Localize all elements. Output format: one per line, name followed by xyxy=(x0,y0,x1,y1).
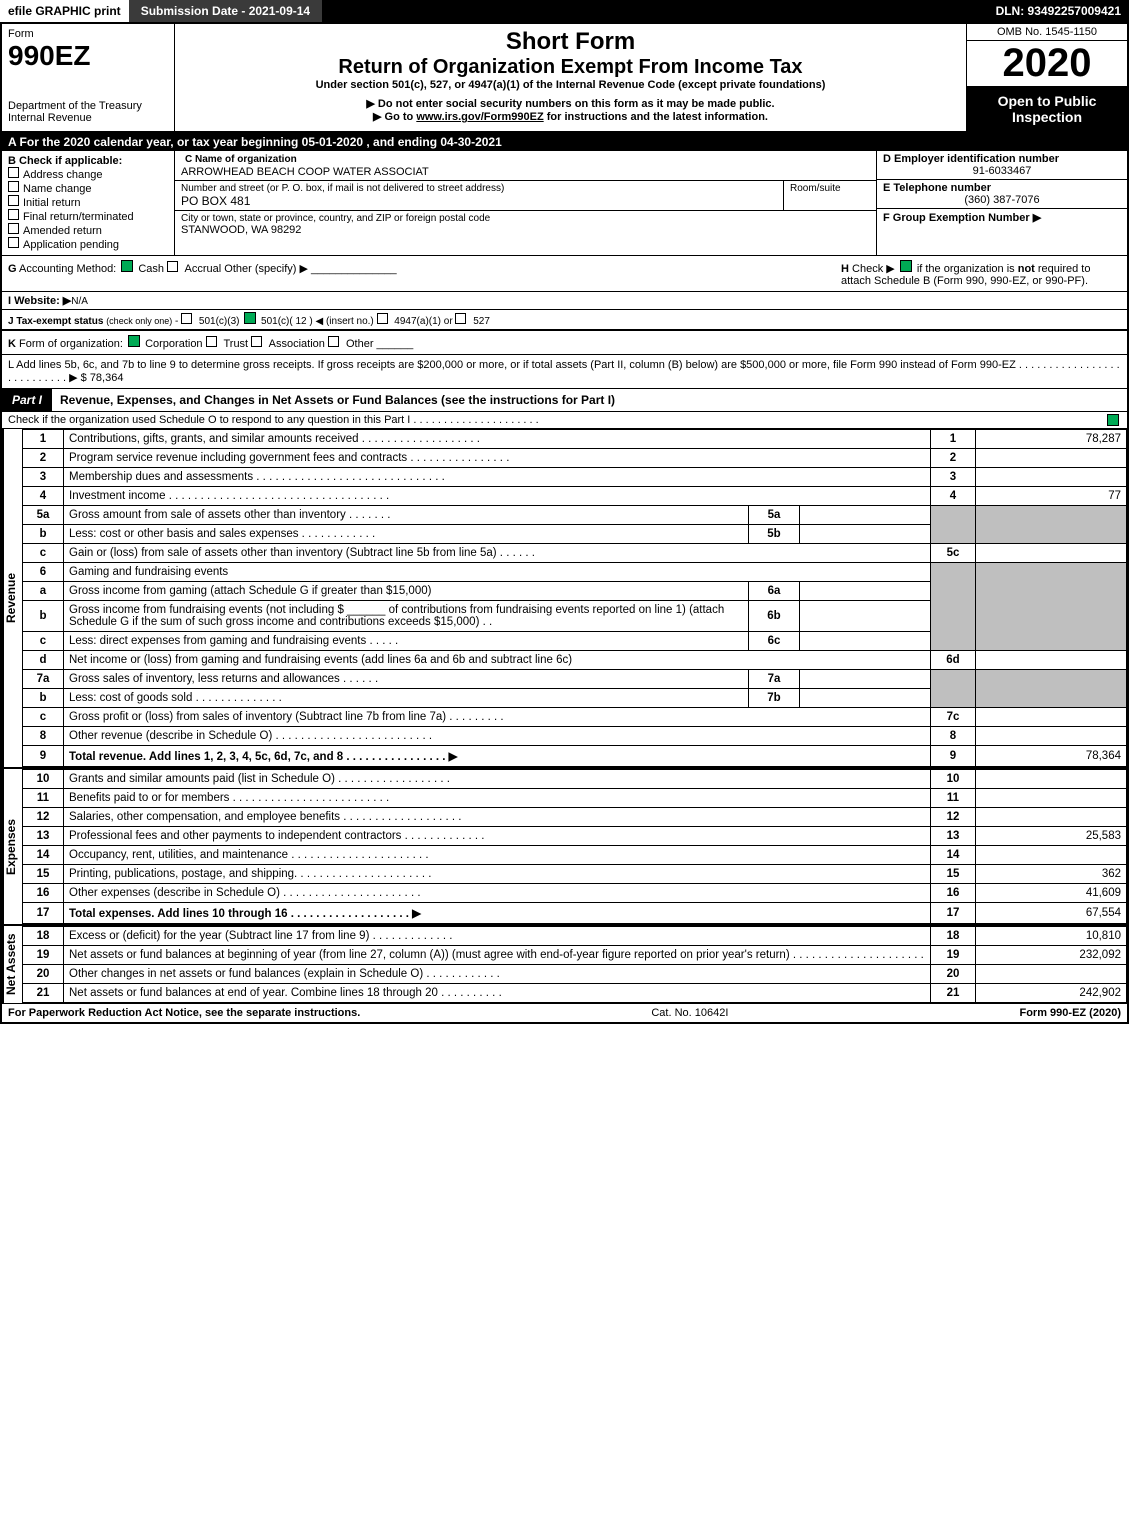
check-corp[interactable] xyxy=(128,335,140,347)
check-part1[interactable] xyxy=(1107,414,1119,426)
side-revenue: Revenue xyxy=(2,429,22,767)
check-501c[interactable] xyxy=(244,312,256,324)
part1-check: Check if the organization used Schedule … xyxy=(2,412,1127,429)
city-label: City or town, state or province, country… xyxy=(181,213,870,224)
h-check: H Check ▶ if the organization is not req… xyxy=(841,260,1121,287)
side-netassets: Net Assets xyxy=(2,926,22,1003)
netassets-table: 18Excess or (deficit) for the year (Subt… xyxy=(22,926,1127,1003)
footer: For Paperwork Reduction Act Notice, see … xyxy=(2,1003,1127,1022)
expenses-table: 10Grants and similar amounts paid (list … xyxy=(22,769,1127,924)
check-address[interactable] xyxy=(8,167,19,178)
lbl-initial: Initial return xyxy=(23,197,80,209)
i-label: I Website: ▶ xyxy=(8,295,71,307)
lbl-amended: Amended return xyxy=(23,225,102,237)
f-group-label: F Group Exemption Number ▶ xyxy=(883,211,1121,224)
do-not-enter: ▶ Do not enter social security numbers o… xyxy=(179,97,962,110)
submission-date: Submission Date - 2021-09-14 xyxy=(129,0,322,22)
dept-line1: Department of the Treasury xyxy=(8,100,168,112)
org-name: ARROWHEAD BEACH COOP WATER ASSOCIAT xyxy=(181,166,429,178)
check-amended[interactable] xyxy=(8,223,19,234)
irs-link[interactable]: www.irs.gov/Form990EZ xyxy=(416,111,543,123)
form-word: Form xyxy=(8,28,168,40)
return-title: Return of Organization Exempt From Incom… xyxy=(179,56,962,79)
org-address: PO BOX 481 xyxy=(181,194,777,208)
goto-post: for instructions and the latest informat… xyxy=(544,111,768,123)
k-form-org: K Form of organization: Corporation Trus… xyxy=(2,331,1127,355)
side-expenses: Expenses xyxy=(2,769,22,924)
goto-line: ▶ Go to www.irs.gov/Form990EZ for instru… xyxy=(179,110,962,123)
dln: DLN: 93492257009421 xyxy=(988,0,1129,22)
revenue-table: 1Contributions, gifts, grants, and simil… xyxy=(22,429,1127,767)
part1-tab: Part I xyxy=(2,389,52,411)
part1-header: Part I Revenue, Expenses, and Changes in… xyxy=(2,389,1127,412)
open-public: Open to Public Inspection xyxy=(967,87,1127,131)
c-label: C Name of organization xyxy=(181,153,301,166)
l-add-lines: L Add lines 5b, 6c, and 7b to line 9 to … xyxy=(2,355,1127,389)
j-tax-status: J Tax-exempt status (check only one) - 5… xyxy=(2,310,1127,331)
addr-label: Number and street (or P. O. box, if mail… xyxy=(181,183,777,194)
lbl-final: Final return/terminated xyxy=(23,211,134,223)
lbl-name: Name change xyxy=(23,183,92,195)
omb-no: OMB No. 1545-1150 xyxy=(967,24,1127,41)
top-bar: efile GRAPHIC print Submission Date - 20… xyxy=(0,0,1129,22)
website-val: N/A xyxy=(71,296,88,307)
check-name[interactable] xyxy=(8,181,19,192)
part1-title: Revenue, Expenses, and Changes in Net As… xyxy=(52,389,1127,411)
footer-cat: Cat. No. 10642I xyxy=(651,1007,728,1019)
website-row: I Website: ▶N/A xyxy=(2,292,1127,310)
footer-right: Form 990-EZ (2020) xyxy=(1019,1007,1121,1019)
check-initial[interactable] xyxy=(8,195,19,206)
row-a-period: A For the 2020 calendar year, or tax yea… xyxy=(2,133,1127,151)
efile-print[interactable]: efile GRAPHIC print xyxy=(0,0,129,22)
room-suite: Room/suite xyxy=(784,181,876,210)
col-b-checks: B Check if applicable: Address change Na… xyxy=(2,151,175,255)
check-pending[interactable] xyxy=(8,237,19,248)
footer-left: For Paperwork Reduction Act Notice, see … xyxy=(8,1007,360,1019)
form-header: Form 990EZ Department of the Treasury In… xyxy=(2,24,1127,133)
org-city: STANWOOD, WA 98292 xyxy=(181,224,870,236)
check-cash[interactable] xyxy=(121,260,133,272)
ein: 91-6033467 xyxy=(883,165,1121,177)
check-h[interactable] xyxy=(900,260,912,272)
tax-year: 2020 xyxy=(967,41,1127,87)
short-form: Short Form xyxy=(179,28,962,56)
b-title: B Check if applicable: xyxy=(8,155,168,167)
form-number: 990EZ xyxy=(8,40,168,72)
e-phone-label: E Telephone number xyxy=(883,182,1121,194)
dept-line2: Internal Revenue xyxy=(8,112,168,124)
d-ein-label: D Employer identification number xyxy=(883,153,1121,165)
goto-pre: ▶ Go to xyxy=(373,111,416,123)
lbl-address: Address change xyxy=(23,169,103,181)
check-accrual[interactable] xyxy=(167,261,178,272)
lbl-pending: Application pending xyxy=(23,239,119,251)
phone: (360) 387-7076 xyxy=(883,194,1121,206)
check-final[interactable] xyxy=(8,209,19,220)
under-section: Under section 501(c), 527, or 4947(a)(1)… xyxy=(179,79,962,91)
